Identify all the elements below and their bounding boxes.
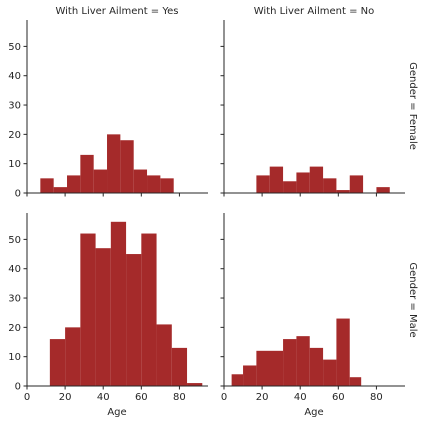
x-tick-label: 80	[370, 392, 383, 403]
histogram-bar	[187, 383, 203, 386]
histogram-bar	[40, 178, 54, 193]
panels-group: 0 10 20 30 40 50 0 10 20 30 40 50 0 20 40 60 80 0 20 40 60 80	[8, 20, 405, 403]
histogram-bar	[133, 169, 148, 193]
histogram-bar	[296, 172, 310, 193]
col-title-yes-text: With Liver Ailment = Yes	[55, 6, 178, 17]
x-tick-label: 0	[24, 392, 30, 403]
y-tick-label: 10	[8, 159, 21, 170]
x-tick-label: 40	[294, 392, 307, 403]
histogram-bar	[141, 233, 157, 386]
y-tick-label: 30	[8, 294, 21, 305]
panel-1-0: 0 10 20 30 40 50 0 20 40 60 80	[8, 213, 208, 403]
x-tick-label: 0	[221, 392, 227, 403]
histogram-bar	[269, 166, 284, 193]
x-tick-label: 60	[135, 392, 148, 403]
histogram-bar	[95, 248, 111, 386]
histogram-bar	[231, 374, 244, 386]
histogram-bar	[126, 254, 142, 386]
histogram-bar	[49, 339, 66, 386]
histogram-bar	[53, 187, 68, 193]
y-tick-label: 40	[8, 71, 21, 82]
histogram-bar	[309, 347, 324, 386]
x-tick-label: 60	[332, 392, 345, 403]
col-title-no: With Liver Ailment = No	[254, 6, 374, 17]
panel-0-1	[220, 20, 405, 197]
histogram-bar	[110, 221, 127, 386]
panel-0-0: 0 10 20 30 40 50	[8, 20, 208, 200]
histogram-bar	[93, 169, 108, 193]
histogram-bar	[80, 154, 94, 193]
histogram-bar	[349, 377, 362, 386]
x-axis-label-left: Age	[107, 407, 126, 418]
histogram-bar	[323, 178, 337, 193]
histogram-bar	[309, 166, 324, 193]
histogram-bar	[283, 181, 297, 193]
y-tick-label: 10	[8, 352, 21, 363]
histogram-bar	[147, 175, 161, 193]
histogram-bar	[323, 359, 337, 386]
col-title-yes: With Liver Ailment = Yes	[55, 6, 178, 17]
y-tick-label: 20	[8, 130, 21, 141]
histogram-bar	[120, 140, 134, 193]
histogram-bar	[256, 175, 270, 193]
histogram-bar	[80, 233, 96, 386]
row-title-male: Gender = Male	[407, 262, 418, 337]
x-tick-label: 80	[173, 392, 186, 403]
histogram-bar	[283, 339, 297, 386]
y-tick-label: 20	[8, 323, 21, 334]
x-tick-label: 20	[59, 392, 72, 403]
histogram-bar	[243, 365, 257, 386]
y-tick-label: 0	[15, 189, 21, 200]
histogram-bar	[296, 336, 310, 386]
histogram-bar	[336, 318, 350, 386]
y-tick-label: 50	[8, 235, 21, 246]
histogram-bar	[171, 347, 188, 386]
y-tick-label: 30	[8, 101, 21, 112]
y-tick-label: 50	[8, 42, 21, 53]
histogram-bar	[107, 134, 121, 193]
histogram-bar	[349, 175, 364, 193]
histogram-bar	[65, 327, 81, 386]
panel-1-1: 0 20 40 60 80	[220, 213, 405, 403]
y-tick-label: 40	[8, 264, 21, 275]
histogram-bar	[256, 350, 284, 386]
histogram-bar	[336, 190, 350, 193]
histogram-bar	[67, 175, 81, 193]
row-title-female: Gender = Female	[407, 62, 418, 150]
histogram-bar	[376, 187, 390, 193]
x-tick-label: 40	[97, 392, 110, 403]
histogram-bar	[156, 324, 172, 386]
col-title-no-text: With Liver Ailment = No	[254, 6, 374, 17]
x-axis-label-right: Age	[304, 407, 323, 418]
histogram-bar	[160, 178, 174, 193]
y-tick-label: 0	[15, 382, 21, 393]
x-tick-label: 20	[256, 392, 269, 403]
